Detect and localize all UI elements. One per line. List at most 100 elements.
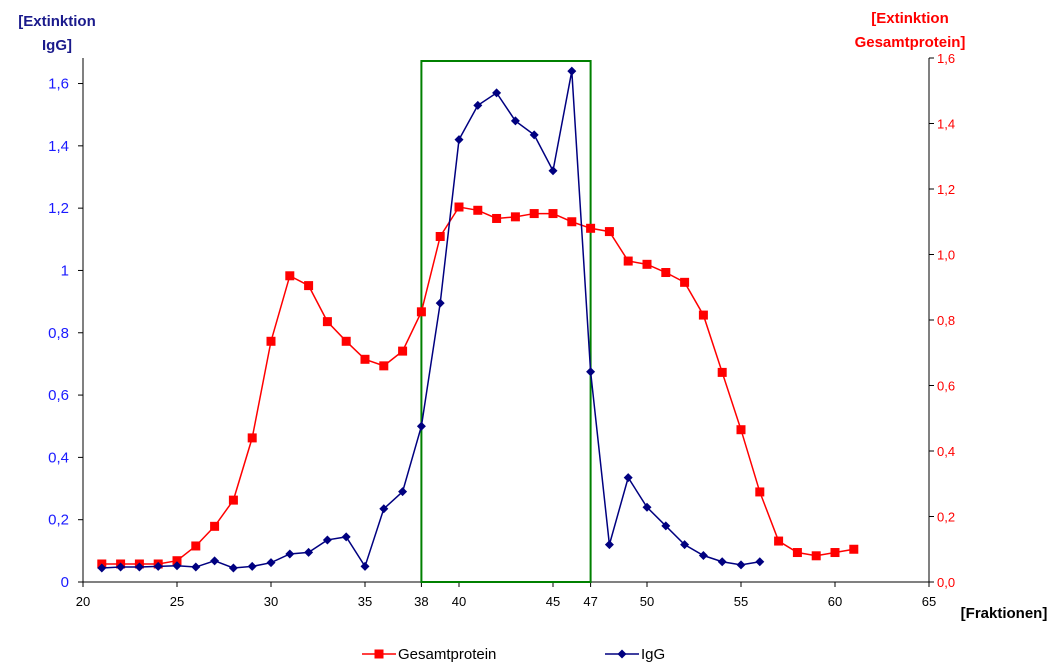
igg-point	[435, 298, 445, 308]
x-tick-label: 20	[76, 594, 90, 609]
gesamtprotein-point	[586, 223, 596, 233]
gesamtprotein-point	[435, 231, 445, 241]
x-tick-label: 45	[546, 594, 560, 609]
gesamtprotein-point	[304, 281, 314, 291]
left-tick-label: 0,2	[48, 512, 69, 529]
gesamtprotein-line	[101, 206, 854, 565]
x-tick-label: 38	[414, 594, 428, 609]
igg-point	[698, 551, 708, 561]
gesamtprotein-point	[266, 336, 276, 346]
igg-line	[101, 70, 760, 569]
gesamtprotein-point	[492, 213, 502, 223]
igg-point	[172, 561, 182, 571]
igg-legend-label: IgG	[641, 646, 665, 663]
gesamtprotein-legend-marker	[374, 649, 384, 659]
igg-point	[736, 560, 746, 570]
gesamtprotein-point	[755, 487, 765, 497]
right-tick-label: 0,6	[937, 379, 955, 394]
igg-point	[529, 130, 539, 140]
x-tick-label: 65	[922, 594, 936, 609]
x-tick-label: 30	[264, 594, 278, 609]
gesamtprotein-point	[529, 209, 539, 219]
gesamtprotein-point	[548, 209, 558, 219]
gesamtprotein-point	[567, 217, 577, 227]
gesamtprotein-point	[228, 495, 238, 505]
right-tick-label: 1,4	[937, 117, 955, 132]
igg-point	[360, 561, 370, 571]
left-tick-label: 1,2	[48, 200, 69, 217]
gesamtprotein-point	[698, 310, 708, 320]
x-tick-label: 25	[170, 594, 184, 609]
right-tick-label: 1,6	[937, 51, 955, 66]
gesamtprotein-point	[379, 361, 389, 371]
gesamtprotein-point	[830, 548, 840, 558]
left-tick-label: 0,6	[48, 387, 69, 404]
igg-point	[116, 562, 126, 572]
igg-point	[454, 135, 464, 145]
series-layer	[97, 66, 859, 573]
gesamtprotein-point	[341, 336, 351, 346]
gesamtprotein-point	[849, 544, 859, 554]
gesamtprotein-point	[680, 277, 690, 287]
igg-point	[492, 88, 502, 98]
gesamtprotein-point	[811, 551, 821, 561]
igg-point	[341, 532, 351, 542]
gesamtprotein-point	[736, 425, 746, 435]
igg-point	[304, 547, 314, 557]
igg-point	[153, 561, 163, 571]
left-axis-title-line1: [Extinktion	[18, 13, 96, 30]
igg-point	[680, 540, 690, 550]
right-axis-title-line1: [Extinktion	[871, 10, 949, 27]
igg-point	[191, 562, 201, 572]
left-axis-title-line2: IgG]	[42, 37, 72, 54]
igg-point	[416, 421, 426, 431]
x-tick-label: 40	[452, 594, 466, 609]
gesamtprotein-point	[642, 259, 652, 269]
left-tick-label: 1,4	[48, 138, 69, 155]
right-tick-label: 0,2	[937, 510, 955, 525]
igg-point	[247, 561, 257, 571]
legend: Gesamtprotein IgG	[362, 646, 665, 663]
igg-point	[228, 563, 238, 573]
igg-legend-marker	[617, 649, 627, 659]
igg-point	[717, 557, 727, 567]
x-tick-label: 47	[583, 594, 597, 609]
igg-point	[548, 166, 558, 176]
igg-point	[266, 558, 276, 568]
igg-point	[398, 487, 408, 497]
igg-point	[755, 557, 765, 567]
left-tick-label: 0,8	[48, 325, 69, 342]
axes: 20 25 30 35 38 40 45 47 50 55 60 65 0 0,2 0,4 0,6 0,8 1 1,…	[48, 51, 955, 609]
igg-point	[285, 549, 295, 559]
x-tick-label: 55	[734, 594, 748, 609]
gesamtprotein-point	[792, 548, 802, 558]
gesamtprotein-point	[191, 541, 201, 551]
gesamtprotein-point	[172, 556, 182, 566]
right-tick-label: 1,2	[937, 182, 955, 197]
right-tick-label: 0,0	[937, 575, 955, 590]
right-tick-label: 0,8	[937, 313, 955, 328]
igg-point	[134, 562, 144, 572]
gesamtprotein-point	[717, 367, 727, 377]
igg-point	[642, 502, 652, 512]
left-tick-label: 0	[61, 574, 69, 591]
left-tick-label: 0,4	[48, 449, 69, 466]
igg-point	[510, 116, 520, 126]
igg-point	[473, 100, 483, 110]
fraction-range-box	[420, 60, 592, 583]
gesamtprotein-point	[604, 227, 614, 237]
gesamtprotein-point	[416, 307, 426, 317]
right-tick-label: 0,4	[937, 444, 955, 459]
gesamtprotein-point	[454, 202, 464, 212]
gesamtprotein-point	[623, 256, 633, 266]
gesamtprotein-point	[473, 205, 483, 215]
gesamtprotein-point	[774, 536, 784, 546]
highlight-layer	[420, 60, 592, 583]
gesamtprotein-point	[247, 433, 257, 443]
gesamtprotein-point	[210, 521, 220, 531]
gesamtprotein-point	[661, 268, 671, 278]
igg-point	[567, 66, 577, 76]
x-axis-title: [Fraktionen]	[961, 605, 1048, 622]
x-tick-label: 60	[828, 594, 842, 609]
